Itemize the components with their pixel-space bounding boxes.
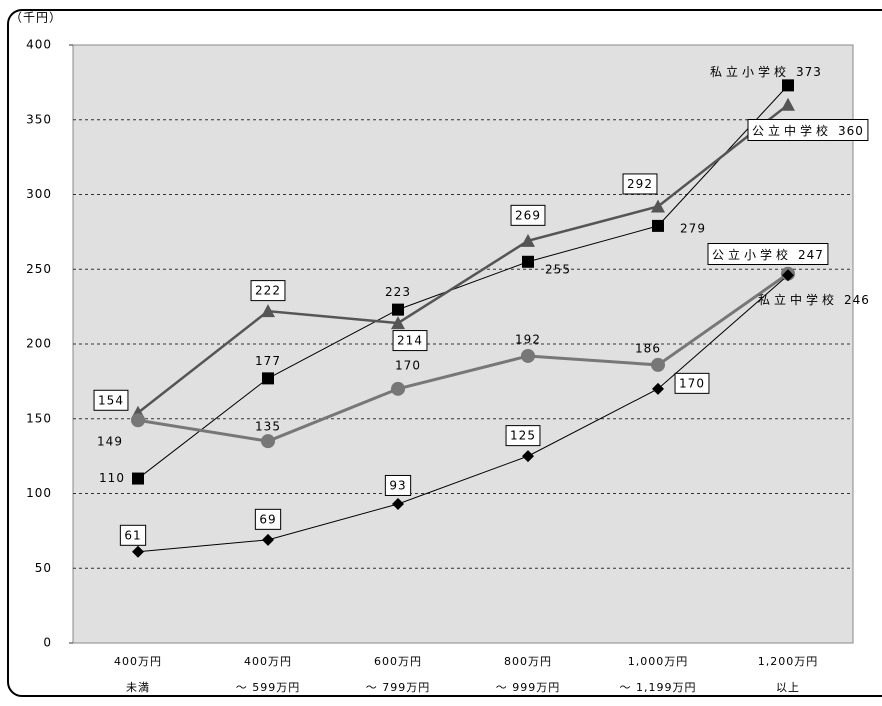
- y-tick-label: 350: [26, 112, 52, 126]
- marker: [522, 450, 534, 463]
- marker: [522, 255, 534, 268]
- label-box: [93, 389, 129, 411]
- data-label: 255: [545, 262, 571, 276]
- marker: [131, 413, 145, 428]
- x-tick-label: 1,000万円: [628, 655, 689, 668]
- label-box: [505, 425, 541, 447]
- data-label: 247: [798, 248, 824, 262]
- label-box: [747, 119, 869, 141]
- label-box: [707, 243, 829, 265]
- label-box: [622, 173, 658, 195]
- series-line: [137, 85, 789, 479]
- data-label: 135: [255, 420, 281, 434]
- x-tick-label: 1,200万円: [758, 655, 819, 668]
- marker: [392, 497, 404, 510]
- data-label: 279: [680, 221, 706, 235]
- x-tick-label: 未満: [126, 681, 150, 694]
- data-label: 170: [395, 358, 421, 372]
- data-label: 186: [635, 341, 661, 355]
- data-label: 192: [515, 332, 541, 346]
- x-tick-label: ～ 1,199万円: [620, 681, 697, 694]
- data-label: 149: [97, 435, 123, 449]
- data-label: 214: [397, 334, 423, 348]
- marker: [651, 199, 665, 213]
- label-box: [510, 204, 546, 226]
- marker: [651, 357, 665, 372]
- marker: [132, 472, 144, 485]
- data-label: 125: [510, 429, 536, 443]
- series-line: [137, 274, 789, 553]
- y-tick-label: 400: [26, 38, 52, 52]
- marker: [652, 382, 664, 395]
- x-tick-label: 800万円: [504, 655, 552, 668]
- end-label: 私立中学校 246: [758, 292, 870, 307]
- x-tick-label: ～ 599万円: [236, 681, 301, 694]
- series-name: 私立小学校: [710, 64, 790, 79]
- data-label: 246: [844, 293, 870, 307]
- y-tick-label: 150: [26, 411, 52, 425]
- data-label: 269: [515, 208, 541, 222]
- data-label: 69: [259, 512, 276, 526]
- x-tick-label: 400万円: [244, 655, 292, 668]
- y-axis-label: （千円）: [10, 11, 62, 25]
- marker: [261, 434, 275, 449]
- marker: [262, 533, 274, 546]
- y-tick-label: 100: [26, 486, 52, 500]
- series-name: 私立中学校: [758, 292, 838, 307]
- y-tick-label: 50: [35, 561, 52, 575]
- marker: [392, 303, 404, 316]
- x-tick-label: 以上: [776, 681, 800, 694]
- marker: [521, 233, 535, 247]
- series-name: 公立中学校: [752, 123, 832, 138]
- label-box: [119, 524, 147, 546]
- data-label: 373: [796, 65, 822, 79]
- marker: [652, 219, 664, 232]
- data-label: 170: [679, 376, 705, 390]
- x-tick-label: ～ 999万円: [496, 681, 561, 694]
- series-name: 公立小学校: [712, 247, 792, 262]
- marker: [391, 316, 405, 330]
- y-tick-label: 250: [26, 262, 52, 276]
- label-box: [392, 330, 428, 352]
- y-tick-label: 200: [26, 337, 52, 351]
- x-tick-label: 400万円: [114, 655, 162, 668]
- marker: [521, 348, 535, 363]
- data-label: 154: [98, 393, 124, 407]
- marker: [781, 97, 795, 111]
- data-label: 110: [99, 471, 125, 485]
- data-label: 222: [255, 284, 281, 298]
- label-box: [384, 474, 412, 496]
- data-label: 223: [385, 285, 411, 299]
- marker: [261, 304, 275, 318]
- x-tick-label: 600万円: [374, 655, 422, 668]
- label-box: [674, 372, 710, 394]
- series-line: [137, 272, 789, 443]
- label-box: [250, 280, 286, 302]
- y-tick-label: 300: [26, 187, 52, 201]
- end-label: 私立小学校 373: [710, 64, 822, 79]
- marker: [782, 269, 794, 282]
- data-label: 360: [838, 124, 864, 138]
- series-line: [137, 103, 789, 414]
- end-label: 公立中学校 360: [752, 123, 864, 138]
- x-tick-label: ～ 799万円: [366, 681, 431, 694]
- label-box: [254, 508, 282, 530]
- data-label: 177: [255, 354, 281, 368]
- marker: [262, 372, 274, 385]
- marker: [391, 381, 405, 396]
- marker: [132, 545, 144, 558]
- end-label: 公立小学校 247: [712, 247, 824, 262]
- marker: [782, 79, 794, 92]
- data-label: 61: [124, 528, 141, 542]
- data-label: 292: [627, 177, 653, 191]
- y-tick-label: 0: [43, 636, 52, 650]
- data-label: 93: [389, 478, 406, 492]
